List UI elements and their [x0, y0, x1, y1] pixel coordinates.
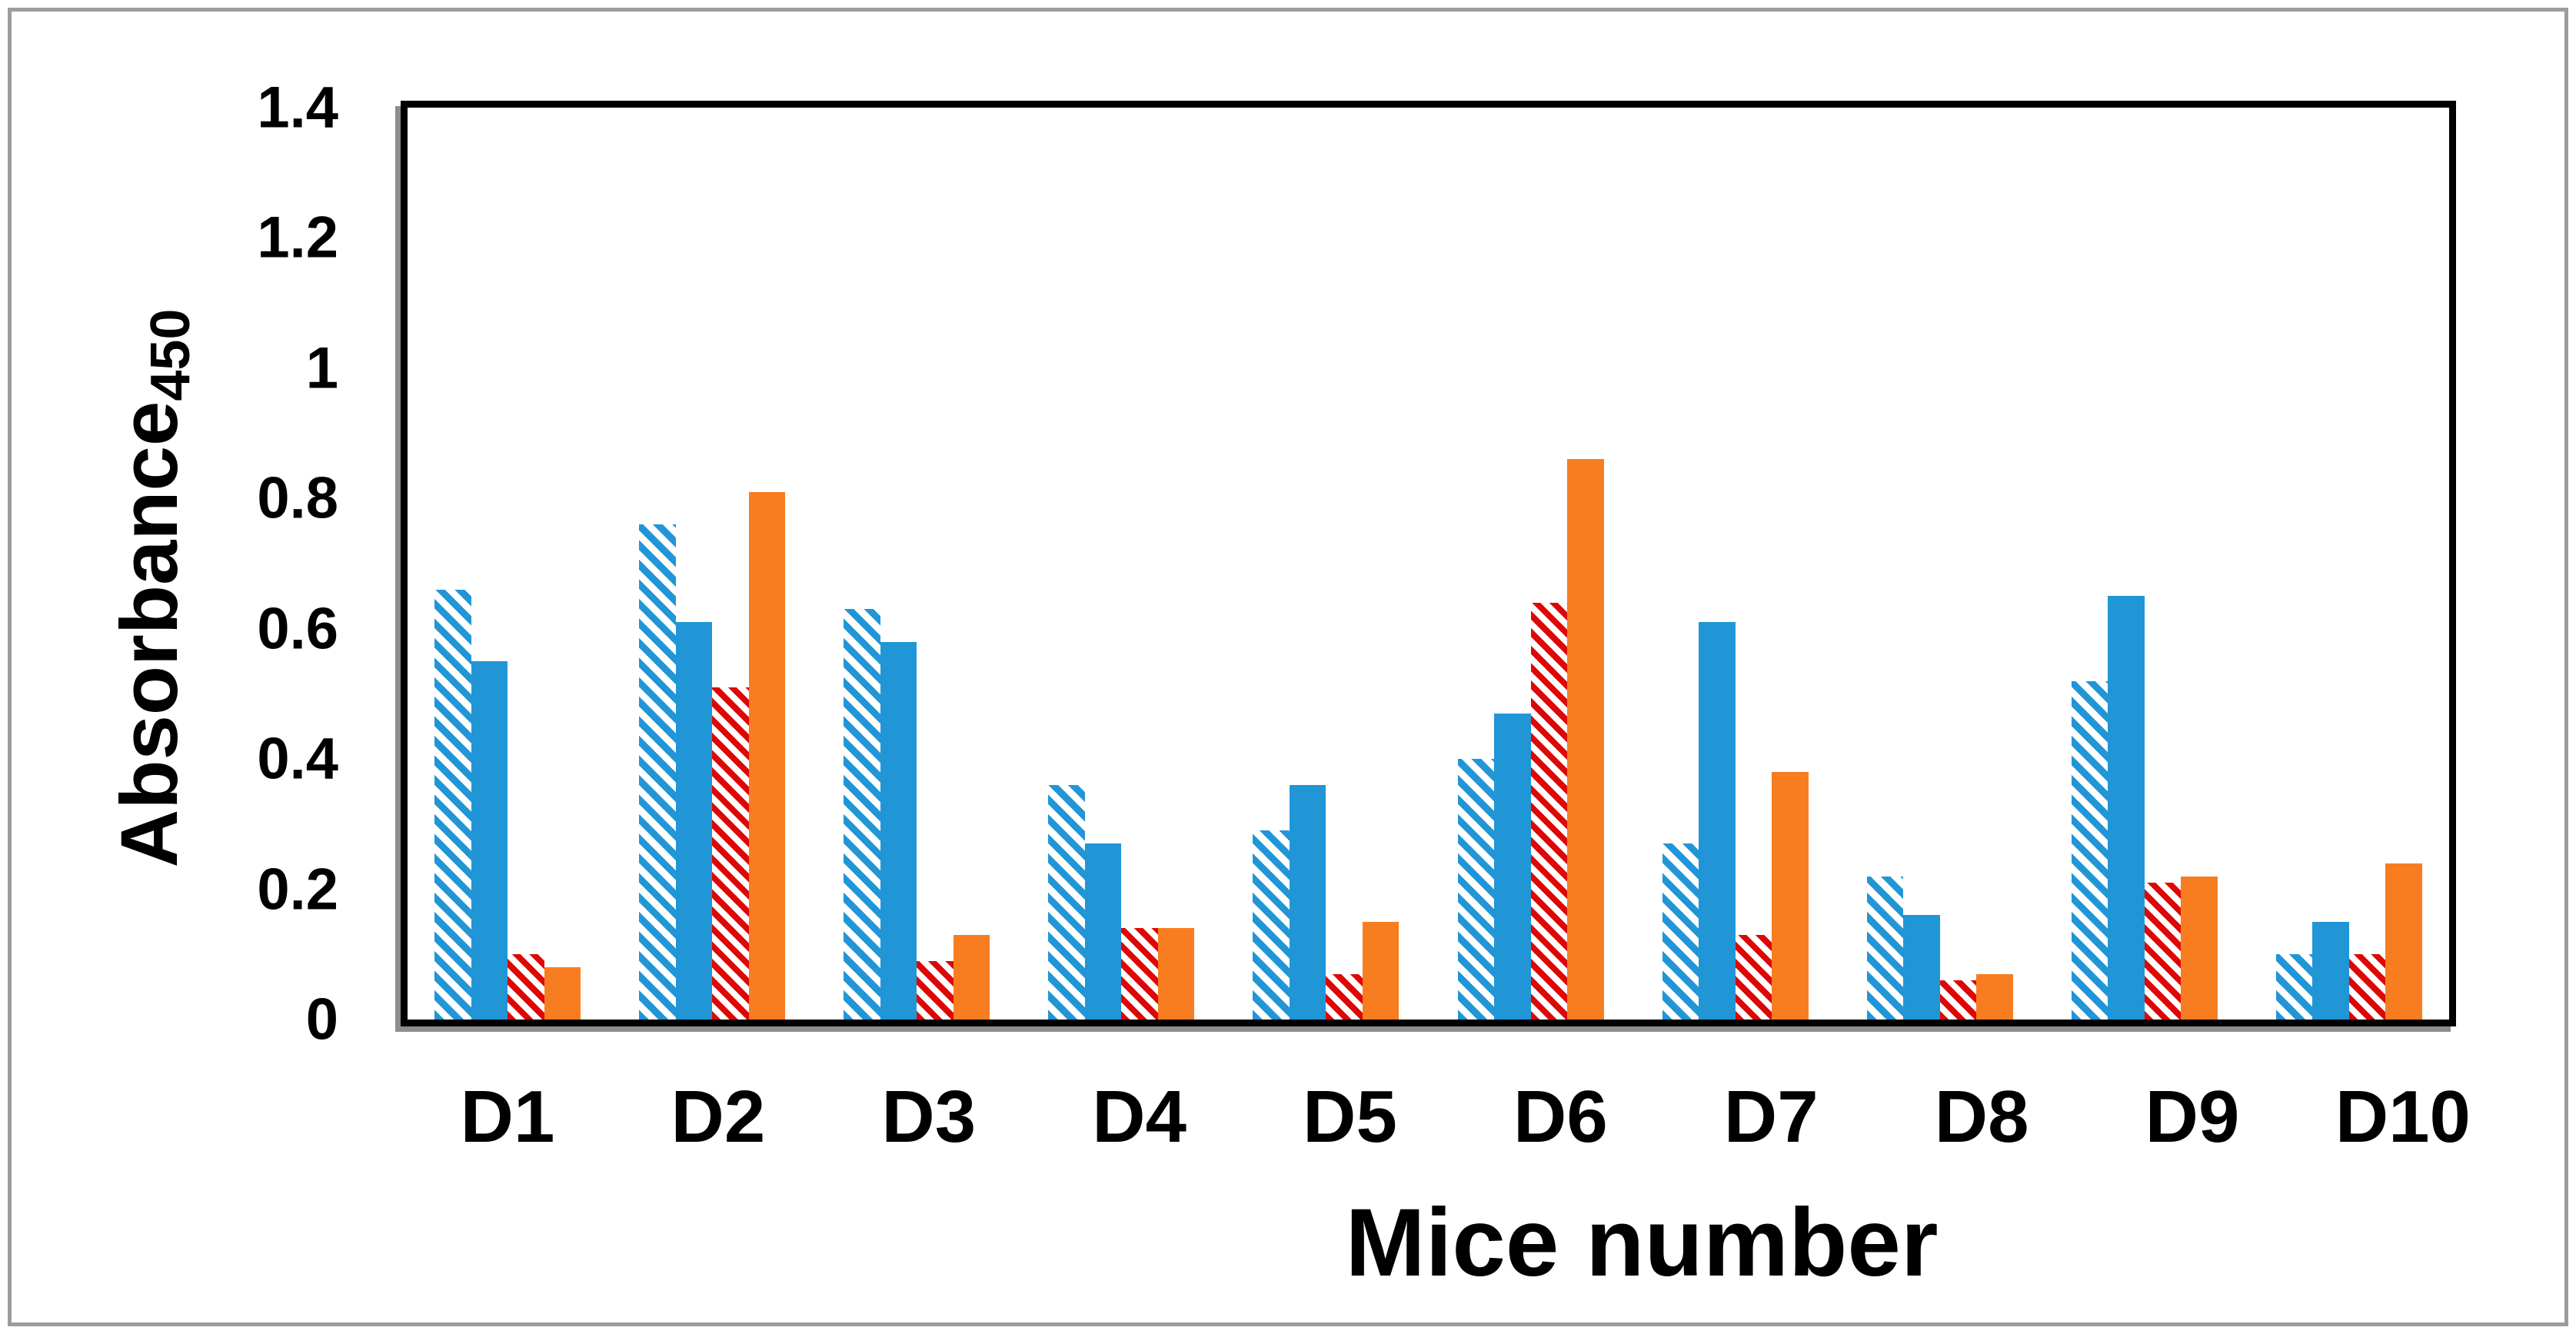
bar-d9-red-hatched	[2144, 883, 2182, 1020]
y-axis-tick-labels: 1.4 1.2 1 0.8 0.6 0.4 0.2 0	[108, 75, 338, 1053]
plot-area	[401, 101, 2456, 1026]
x-category-label-d5: D5	[1303, 1076, 1397, 1158]
y-tick-label-1-2: 1.2	[257, 205, 338, 271]
x-category-label-d8: D8	[1934, 1076, 2029, 1158]
x-category-label-d3: D3	[881, 1076, 977, 1158]
x-category-label-d4: D4	[1092, 1076, 1186, 1158]
bar-d4-orange-solid	[1157, 928, 1195, 1020]
x-category-label-d2: D2	[671, 1076, 766, 1158]
bar-d1-orange-solid	[544, 967, 581, 1020]
bar-group-d2	[639, 108, 786, 1020]
bar-group-d4	[1048, 108, 1195, 1020]
bar-d6-red-hatched	[1530, 602, 1568, 1020]
bar-d10-blue-hatched	[2275, 954, 2313, 1020]
bar-d2-blue-hatched	[639, 524, 676, 1020]
bar-d6-blue-solid	[1494, 713, 1531, 1020]
bar-group-d1	[434, 108, 581, 1020]
x-category-label-d1: D1	[460, 1076, 555, 1158]
x-axis-labels: D1 D2 D3 D4 D5 D6 D7 D8 D9 D10	[408, 1075, 2503, 1159]
x-axis-title: Mice number	[1345, 1189, 1939, 1296]
y-tick-label-1-4: 1.4	[257, 75, 338, 141]
bar-d8-blue-hatched	[1866, 876, 1904, 1020]
bar-d3-red-hatched	[917, 960, 954, 1020]
y-tick-label-0: 0	[305, 986, 338, 1053]
bar-d9-blue-hatched	[2071, 680, 2108, 1020]
bar-d10-red-hatched	[2348, 954, 2386, 1020]
bar-d8-red-hatched	[1939, 980, 1977, 1020]
bar-d10-blue-solid	[2312, 921, 2349, 1020]
bar-d4-red-hatched	[1121, 928, 1158, 1020]
bar-d5-orange-solid	[1362, 921, 1399, 1020]
bar-d7-blue-hatched	[1662, 843, 1699, 1020]
bar-d7-blue-solid	[1699, 622, 1736, 1020]
bar-group-d8	[1866, 108, 2013, 1020]
bar-d7-orange-solid	[1772, 772, 1809, 1020]
y-tick-label-1: 1	[305, 335, 338, 401]
x-category-label-d10: D10	[2335, 1076, 2471, 1158]
bar-group-d10	[2275, 108, 2422, 1020]
bar-d9-orange-solid	[2181, 876, 2218, 1020]
bar-group-d5	[1253, 108, 1399, 1020]
y-tick-label-0-6: 0.6	[257, 596, 338, 662]
x-category-label-d6: D6	[1513, 1076, 1608, 1158]
bar-d4-blue-hatched	[1048, 785, 1085, 1020]
bar-d6-orange-solid	[1567, 459, 1604, 1020]
bar-d1-red-hatched	[508, 954, 544, 1020]
bar-d1-blue-hatched	[434, 589, 471, 1020]
bar-d10-orange-solid	[2385, 863, 2422, 1020]
bar-group-d7	[1662, 108, 1809, 1020]
bar-d5-red-hatched	[1326, 973, 1363, 1020]
bars-container	[408, 108, 2449, 1020]
bar-d4-blue-solid	[1084, 843, 1122, 1020]
bar-d2-orange-solid	[748, 491, 786, 1020]
x-category-label-d9: D9	[2145, 1076, 2240, 1158]
bar-d7-red-hatched	[1735, 934, 1772, 1020]
bar-group-d6	[1457, 108, 1604, 1020]
y-tick-label-0-4: 0.4	[257, 726, 338, 792]
bar-d1-blue-solid	[471, 661, 508, 1020]
y-tick-label-0-8: 0.8	[257, 465, 338, 531]
bar-d3-orange-solid	[953, 934, 990, 1020]
bar-d5-blue-hatched	[1253, 830, 1290, 1020]
bar-d5-blue-solid	[1289, 785, 1326, 1020]
x-category-label-d7: D7	[1723, 1076, 1819, 1158]
bar-d2-blue-solid	[675, 622, 713, 1020]
bar-d9-blue-solid	[2108, 596, 2145, 1020]
y-tick-label-0-2: 0.2	[257, 857, 338, 923]
bar-group-d3	[844, 108, 990, 1020]
bar-d3-blue-hatched	[844, 609, 880, 1020]
bar-d8-blue-solid	[1903, 915, 1940, 1020]
bar-d2-red-hatched	[712, 687, 749, 1020]
bar-d6-blue-hatched	[1457, 759, 1495, 1020]
bar-group-d9	[2071, 108, 2218, 1020]
bar-d8-orange-solid	[1976, 973, 2013, 1020]
bar-d3-blue-solid	[880, 641, 917, 1020]
